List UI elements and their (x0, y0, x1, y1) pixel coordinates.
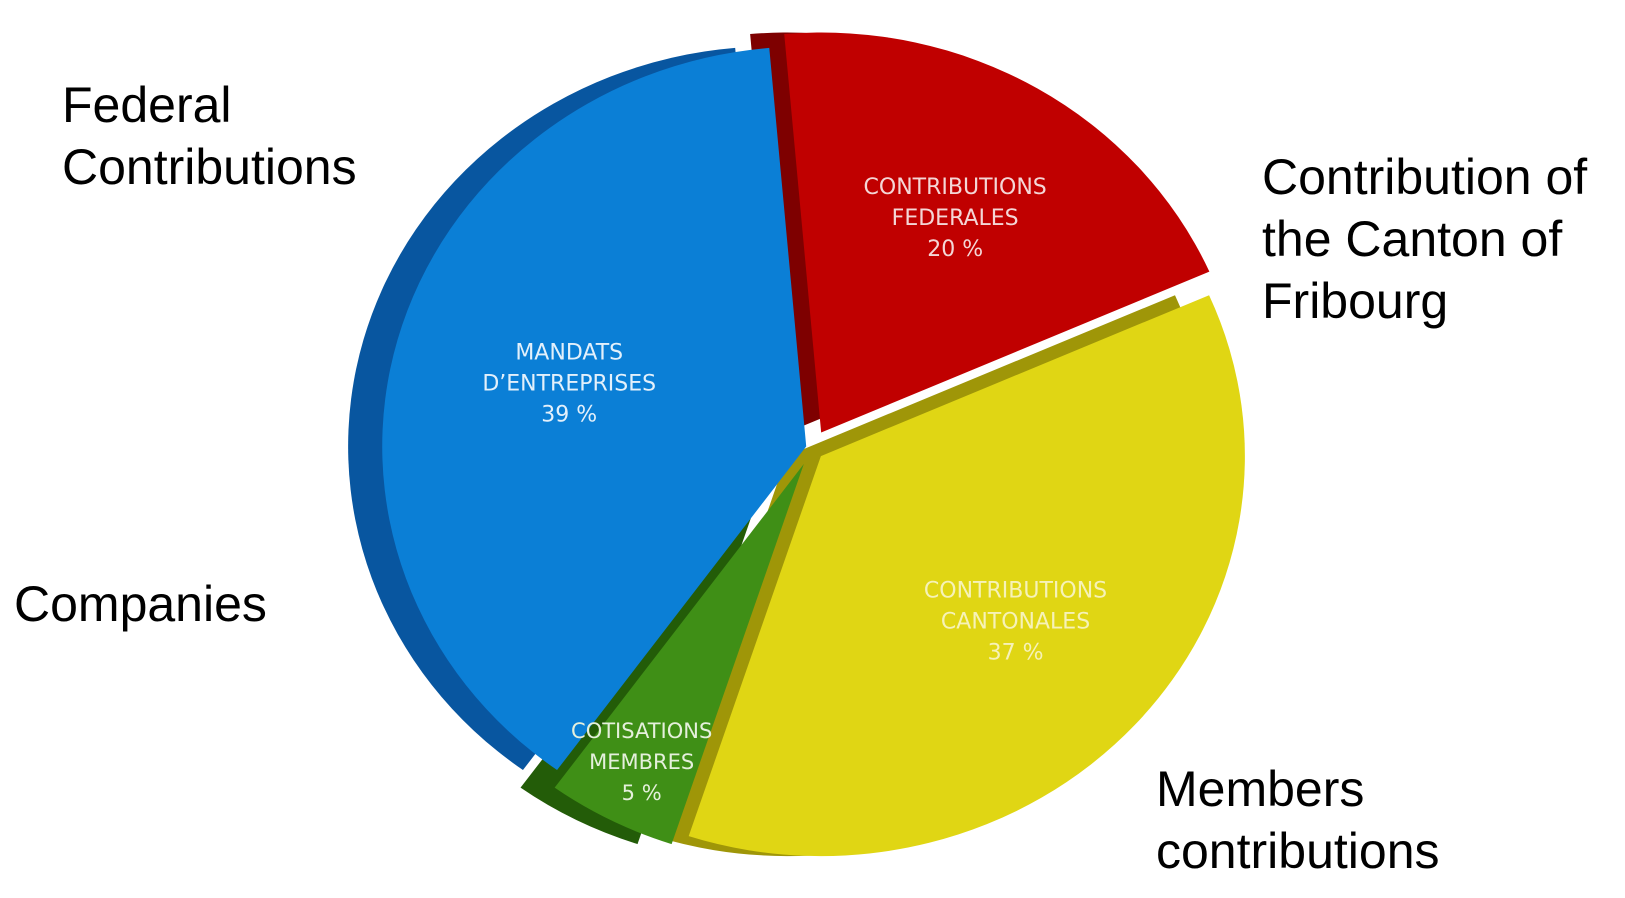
slice-percent-label: 5 % (622, 781, 662, 805)
slice-inner-label: MEMBRES (589, 750, 694, 774)
outer-label-federal: Federal Contributions (62, 74, 357, 198)
pie-slice-members (554, 464, 804, 845)
slice-inner-label: COTISATIONS (571, 719, 712, 743)
outer-label-line: Federal (62, 77, 232, 133)
outer-label-members: Members contributions (1156, 758, 1440, 882)
pie-slice-federal (784, 32, 1210, 433)
pie-slice-companies (382, 47, 807, 771)
outer-label-line: the Canton of (1262, 211, 1563, 267)
slice-percent-label: 39 % (541, 402, 597, 427)
outer-label-line: Contributions (62, 139, 357, 195)
outer-label-line: Contribution of (1262, 149, 1588, 205)
outer-label-line: Companies (14, 576, 267, 632)
pie-slice-canton (688, 295, 1245, 857)
slice-inner-label: MANDATS (515, 340, 623, 365)
outer-label-line: contributions (1156, 823, 1440, 879)
slice-inner-label: FEDERALES (892, 206, 1019, 231)
slice-inner-label: D’ENTREPRISES (482, 371, 656, 396)
slice-inner-label: CONTRIBUTIONS (924, 579, 1107, 604)
slice-inner-label: CANTONALES (941, 610, 1090, 635)
outer-label-line: Fribourg (1262, 273, 1449, 329)
outer-label-line: Members (1156, 761, 1365, 817)
outer-label-companies: Companies (14, 573, 267, 635)
slice-percent-label: 37 % (988, 641, 1044, 666)
slice-inner-label: CONTRIBUTIONS (864, 175, 1047, 200)
outer-label-canton: Contribution of the Canton of Fribourg (1262, 146, 1587, 332)
slice-percent-label: 20 % (927, 237, 983, 262)
